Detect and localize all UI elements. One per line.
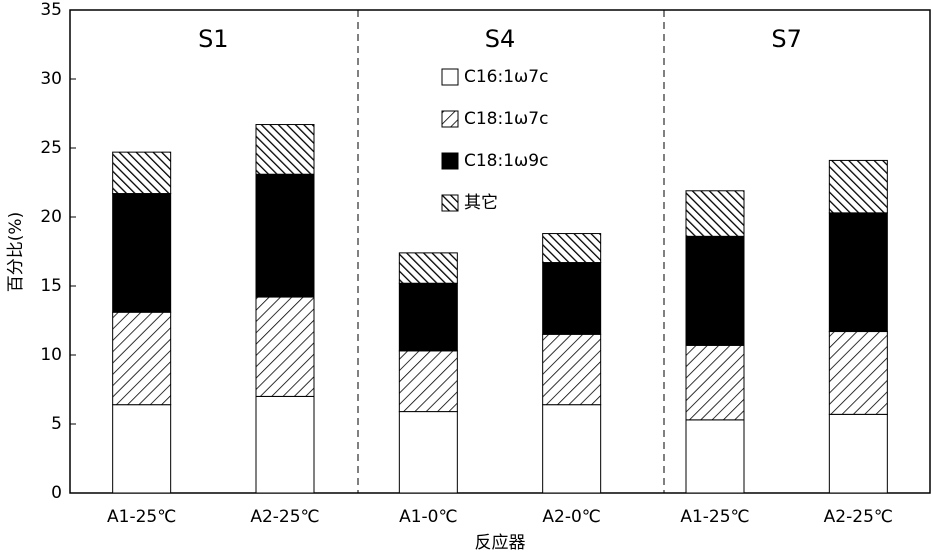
bar-segment <box>398 411 458 494</box>
bar-segment <box>255 395 315 494</box>
bar-segment <box>112 151 172 195</box>
y-tick-label: 25 <box>40 138 62 158</box>
y-tick-label: 30 <box>40 69 62 89</box>
group-label: S7 <box>771 25 802 53</box>
bar-segment <box>255 173 315 298</box>
legend-swatch <box>441 68 459 86</box>
bar-segment <box>828 212 888 333</box>
bar-segment <box>112 193 172 313</box>
group-label: S1 <box>198 25 229 53</box>
bar-segment <box>685 235 745 346</box>
bar-segment <box>542 262 602 335</box>
bar-segment <box>542 333 602 406</box>
y-tick-label: 5 <box>51 414 62 434</box>
bar-segment <box>685 190 745 237</box>
bar-segment <box>398 350 458 413</box>
bar-segment <box>685 344 745 421</box>
y-tick-label: 35 <box>40 0 62 20</box>
y-tick-label: 15 <box>40 276 62 296</box>
bar-segment <box>542 233 602 264</box>
bar-segment <box>828 331 888 415</box>
legend-label: C18:1ω7c <box>464 109 548 129</box>
bar-segment <box>828 413 888 494</box>
x-tick-label: A2-0℃ <box>542 507 601 527</box>
legend-label: C16:1ω7c <box>464 67 548 87</box>
y-tick-label: 0 <box>51 483 62 503</box>
legend-swatch <box>441 110 459 128</box>
legend-swatch <box>441 152 459 170</box>
x-tick-label: A1-25℃ <box>680 507 749 527</box>
bar-segment <box>398 282 458 352</box>
legend-label: C18:1ω9c <box>464 151 548 171</box>
bar-segment <box>828 159 888 214</box>
x-tick-label: A1-0℃ <box>399 507 458 527</box>
bar-segment <box>255 296 315 397</box>
x-axis-title: 反应器 <box>475 533 526 553</box>
y-tick-label: 20 <box>40 207 62 227</box>
bar-segment <box>255 124 315 175</box>
plot-frame <box>69 9 931 494</box>
legend-swatch <box>441 194 459 212</box>
bar-segment <box>112 404 172 494</box>
group-label: S4 <box>485 25 516 53</box>
bar-segment <box>398 252 458 284</box>
bar-segment <box>112 311 172 406</box>
bar-segment <box>542 404 602 494</box>
x-tick-label: A1-25℃ <box>107 507 176 527</box>
x-tick-label: A2-25℃ <box>824 507 893 527</box>
legend-label: 其它 <box>464 193 498 213</box>
bar-segment <box>685 419 745 494</box>
y-axis-title: 百分比(%) <box>6 212 26 292</box>
y-tick-label: 10 <box>40 345 62 365</box>
x-tick-label: A2-25℃ <box>250 507 319 527</box>
